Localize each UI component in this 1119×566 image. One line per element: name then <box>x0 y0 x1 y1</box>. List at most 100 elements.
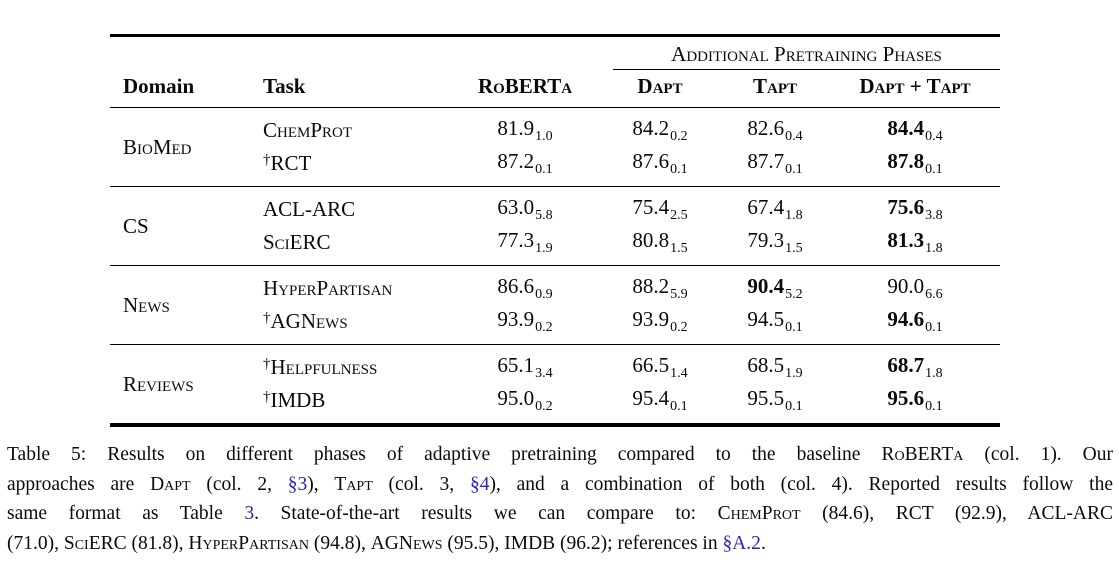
caption-text: ChemProt <box>717 503 801 524</box>
score-value: 95.4 <box>632 386 670 410</box>
score-value: 68.5 <box>747 353 785 377</box>
score-cell-scierc-col2: 80.81.5 <box>600 228 720 257</box>
caption-text: ), and a combination of both (col. 4). R… <box>489 473 1113 495</box>
score-cell-imdb-col4: 95.60.1 <box>830 386 1000 415</box>
score-value: 75.4 <box>632 195 670 219</box>
score-stddev-subscript: 0.1 <box>925 162 943 177</box>
score-stddev-subscript: 0.2 <box>670 320 688 335</box>
score-value: 67.4 <box>747 195 785 219</box>
task-agnews: †AGNews <box>250 309 450 334</box>
caption-text: ), <box>307 473 335 495</box>
score-stddev-subscript: 2.5 <box>670 208 688 223</box>
score-stddev-subscript: 5.8 <box>535 208 553 223</box>
score-value: 95.0 <box>497 386 535 410</box>
caption-line-4: (71.0), SciERC (81.8), HyperPartisan (94… <box>7 529 1113 559</box>
domain-group-reviews: Reviews †Helpfulness 65.13.4 66.51.4 68.51.9… <box>110 345 1000 427</box>
score-cell-scierc-col3: 79.31.5 <box>720 228 830 257</box>
domain-label-biomed: BioMed <box>123 134 192 159</box>
caption-line-1: Table 5: Results on different phases of … <box>7 440 1113 470</box>
score-stddev-subscript: 0.4 <box>785 129 803 144</box>
caption-text: (94.8), <box>308 532 371 554</box>
score-cell-rct-col4: 87.80.1 <box>830 149 1000 178</box>
ref-link[interactable]: 3 <box>244 503 255 524</box>
task-name: IMDB <box>270 388 326 412</box>
caption-text: (84.6), RCT (92.9), ACL-ARC <box>800 503 1113 524</box>
domain-group-news: News HyperPartisan 86.60.9 88.25.9 90.45.2 90… <box>110 266 1000 345</box>
caption-text: . <box>760 532 766 554</box>
column-header-roberta: RoBERTa <box>477 74 573 98</box>
caption-text: (81.8), <box>126 532 189 554</box>
ref-link[interactable]: §A.2 <box>722 532 761 554</box>
score-stddev-subscript: 1.8 <box>925 241 943 256</box>
caption-text: (col. 1). Our <box>963 444 1114 465</box>
caption-text: (col. 3, <box>372 473 470 495</box>
caption-text: HyperPartisan <box>188 532 309 554</box>
score-stddev-subscript: 0.2 <box>535 399 553 414</box>
score-stddev-subscript: 0.1 <box>785 320 803 335</box>
score-cell-chemprot-col3: 82.60.4 <box>720 116 830 145</box>
score-value: 63.0 <box>497 195 535 219</box>
score-stddev-subscript: 1.5 <box>670 241 688 256</box>
caption-text: SciERC <box>63 532 127 554</box>
score-cell-chemprot-col1: 81.91.0 <box>450 116 600 145</box>
score-value: 82.6 <box>747 116 785 140</box>
caption-line-2: approaches are Dapt (col. 2, §3), Tapt (… <box>7 470 1113 500</box>
score-stddev-subscript: 1.5 <box>785 241 803 256</box>
score-stddev-subscript: 0.2 <box>535 320 553 335</box>
score-cell-hyperpartisan-col4: 90.06.6 <box>830 274 1000 303</box>
score-stddev-subscript: 1.4 <box>670 366 688 381</box>
task-name: ChemProt <box>263 118 353 142</box>
score-cell-chemprot-col4: 84.40.4 <box>830 116 1000 145</box>
score-cell-helpfulness-col2: 66.51.4 <box>600 353 720 382</box>
table-body: BioMed ChemProt 81.91.0 84.20.2 82.60.4 84.40… <box>110 108 1000 427</box>
caption-text: (71.0), <box>7 532 64 554</box>
score-value: 84.2 <box>632 116 670 140</box>
ref-link[interactable]: §4 <box>469 473 490 495</box>
score-stddev-subscript: 0.1 <box>785 162 803 177</box>
score-stddev-subscript: 3.4 <box>535 366 553 381</box>
column-header-dapt-tapt: Dapt + Tapt <box>859 74 971 98</box>
task-name: AGNews <box>270 309 348 333</box>
task-helpfulness: †Helpfulness <box>250 355 450 380</box>
caption-line-3: same format as Table 3. State-of-the-art… <box>7 499 1113 529</box>
score-stddev-subscript: 1.8 <box>785 208 803 223</box>
score-value: 81.9 <box>497 116 535 140</box>
column-header-domain: Domain <box>123 74 195 98</box>
score-cell-acl-arc-col1: 63.05.8 <box>450 195 600 224</box>
score-value: 90.4 <box>747 274 785 298</box>
score-value: 65.1 <box>497 353 535 377</box>
score-value: 90.0 <box>887 274 925 298</box>
domain-group-cs: CS ACL-ARC 63.05.8 75.42.5 67.41.8 75.63.8 Sci… <box>110 187 1000 266</box>
score-cell-helpfulness-col1: 65.13.4 <box>450 353 600 382</box>
caption-text: Dapt <box>150 473 191 495</box>
caption-text: approaches are <box>7 473 151 495</box>
dagger-icon: † <box>263 310 271 326</box>
caption-text: AGNews <box>370 532 443 554</box>
score-value: 80.8 <box>632 228 670 252</box>
ref-link[interactable]: §3 <box>287 473 308 495</box>
score-cell-imdb-col3: 95.50.1 <box>720 386 830 415</box>
score-value: 95.5 <box>747 386 785 410</box>
score-value: 75.6 <box>887 195 925 219</box>
column-header-task: Task <box>263 74 306 98</box>
score-cell-hyperpartisan-col2: 88.25.9 <box>600 274 720 303</box>
task-name: Helpfulness <box>270 355 378 379</box>
task-rct: †RCT <box>250 151 450 176</box>
table-caption: Table 5: Results on different phases of … <box>7 440 1113 558</box>
caption-text: Table 5: Results on different phases of … <box>7 444 882 465</box>
score-cell-scierc-col1: 77.31.9 <box>450 228 600 257</box>
task-acl-arc: ACL-ARC <box>250 197 450 222</box>
score-cell-acl-arc-col2: 75.42.5 <box>600 195 720 224</box>
dagger-icon: † <box>263 152 271 168</box>
score-cell-agnews-col2: 93.90.2 <box>600 307 720 336</box>
score-cell-acl-arc-col3: 67.41.8 <box>720 195 830 224</box>
score-cell-imdb-col2: 95.40.1 <box>600 386 720 415</box>
score-value: 66.5 <box>632 353 670 377</box>
score-stddev-subscript: 0.4 <box>925 129 943 144</box>
score-value: 93.9 <box>497 307 535 331</box>
domain-label-reviews: Reviews <box>123 371 194 396</box>
score-value: 95.6 <box>887 386 925 410</box>
score-value: 86.6 <box>497 274 535 298</box>
spanning-header-additional-pretraining-phases: Additional Pretraining Phases <box>613 37 1000 70</box>
score-value: 94.6 <box>887 307 925 331</box>
